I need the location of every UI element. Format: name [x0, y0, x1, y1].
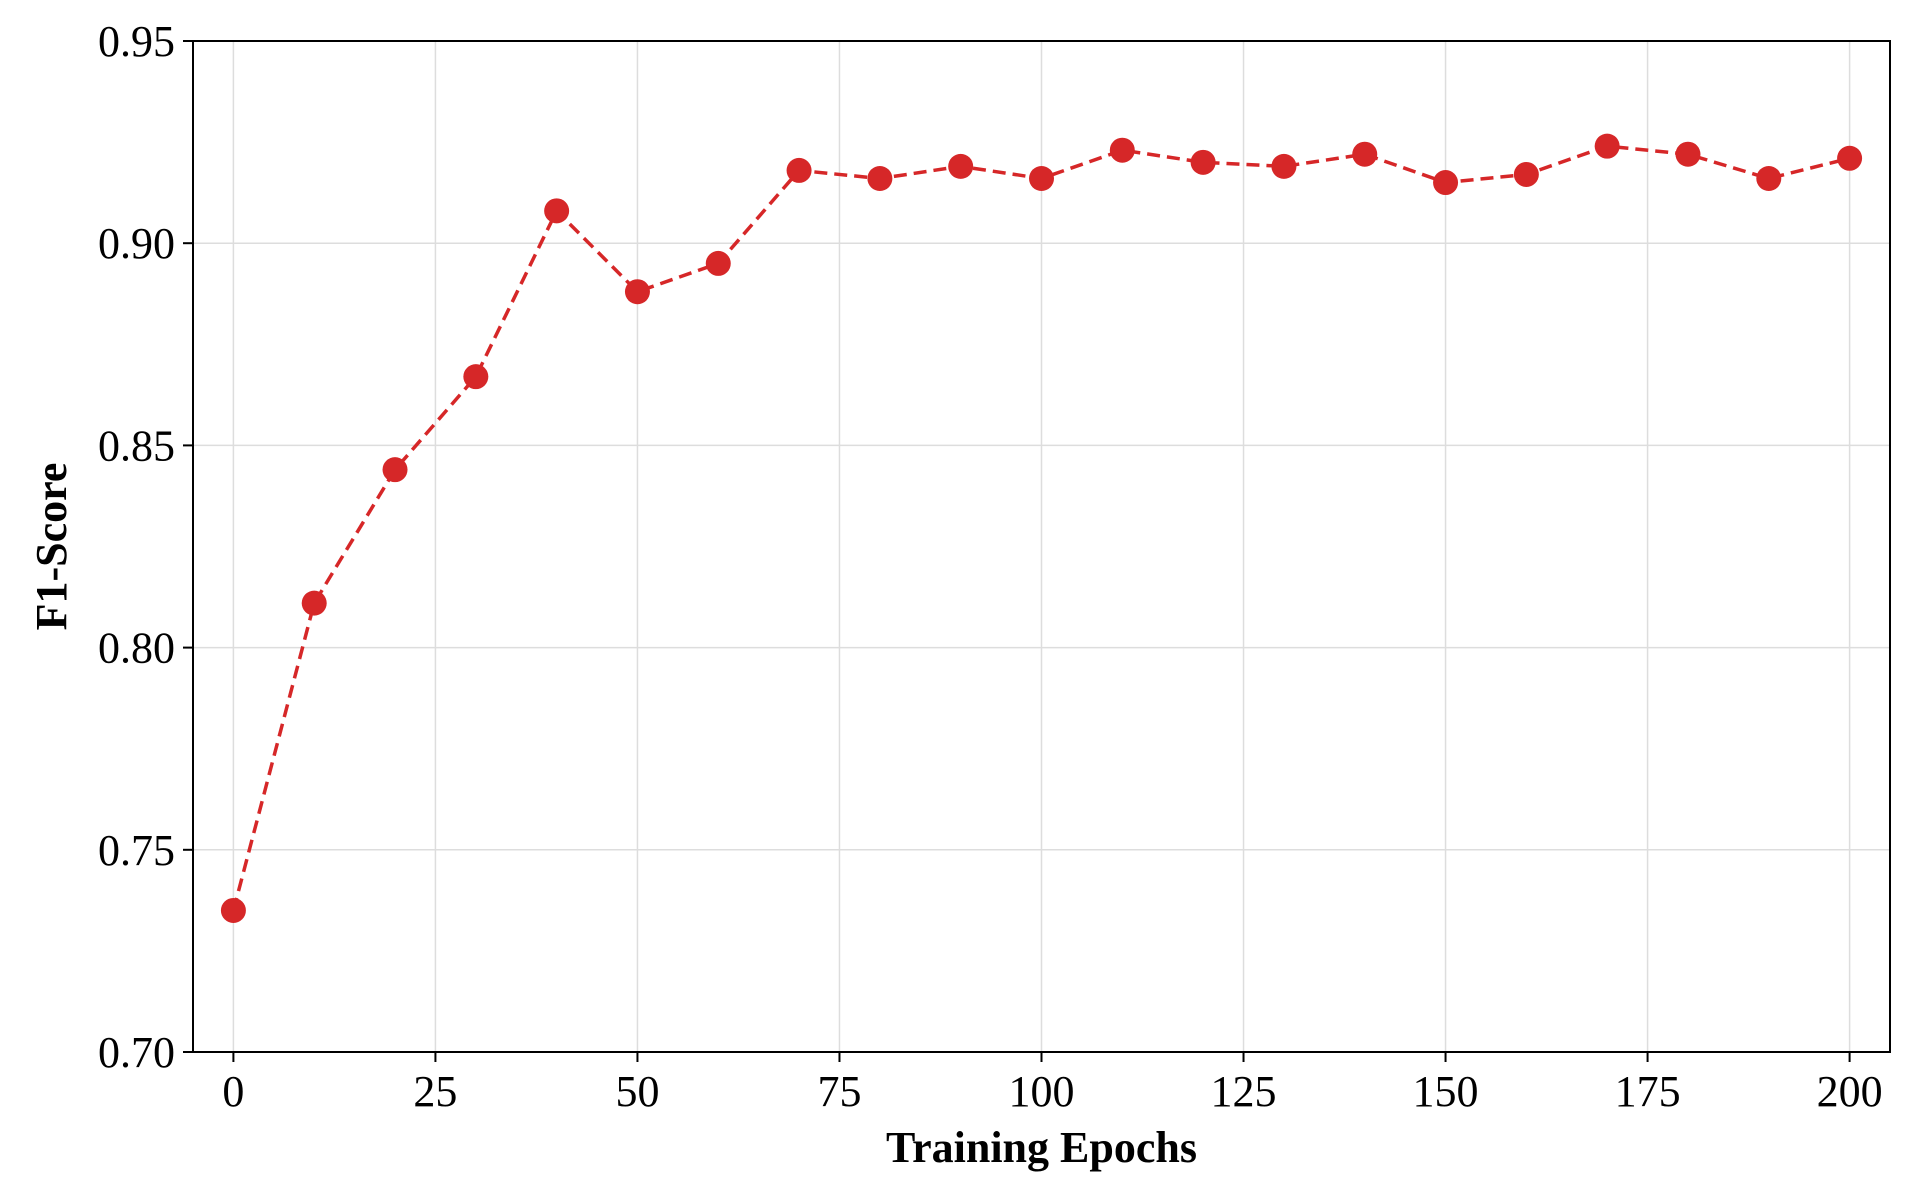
data-point	[220, 897, 246, 923]
x-tick-label: 100	[1009, 1067, 1075, 1116]
x-tick-label: 150	[1413, 1067, 1479, 1116]
grid	[193, 40, 1890, 1053]
data-point	[1513, 161, 1539, 187]
y-tick-label: 0.85	[98, 421, 175, 470]
data-point	[948, 153, 974, 179]
y-tick-label: 0.80	[98, 624, 175, 673]
data-point	[1594, 133, 1620, 159]
data-point	[867, 165, 893, 191]
ticks: 0 25 50 75 100 125 150 175 200 0.70 0.75 0.80 0.85 0.…	[98, 17, 1883, 1116]
data-point	[1109, 137, 1135, 163]
x-tick-label: 175	[1615, 1067, 1681, 1116]
data-point	[1029, 165, 1054, 191]
x-tick-label: 75	[817, 1067, 861, 1116]
data-point	[786, 157, 812, 183]
data-point	[1837, 145, 1863, 171]
data-point	[705, 250, 731, 276]
data-point	[463, 364, 489, 390]
data-point	[382, 457, 408, 483]
series-layer	[220, 133, 1863, 923]
data-point	[1433, 170, 1459, 196]
y-tick-label: 0.70	[98, 1028, 175, 1077]
data-point	[1756, 165, 1782, 191]
data-point	[624, 279, 650, 305]
x-tick-label: 0	[222, 1067, 244, 1116]
y-tick-label: 0.95	[98, 17, 175, 66]
data-point	[301, 590, 327, 616]
data-point	[1675, 141, 1701, 167]
y-axis-title: F1-Score	[27, 463, 76, 631]
y-tick-label: 0.75	[98, 826, 175, 875]
data-point	[1271, 153, 1297, 179]
data-point	[1190, 149, 1216, 175]
data-point	[1352, 141, 1378, 167]
x-tick-label: 25	[413, 1067, 457, 1116]
y-tick-label: 0.90	[98, 219, 175, 268]
x-tick-label: 50	[615, 1067, 659, 1116]
x-axis-title: Training Epochs	[886, 1123, 1197, 1172]
x-tick-label: 125	[1211, 1067, 1277, 1116]
data-point	[544, 198, 570, 224]
x-tick-label: 200	[1817, 1067, 1883, 1116]
